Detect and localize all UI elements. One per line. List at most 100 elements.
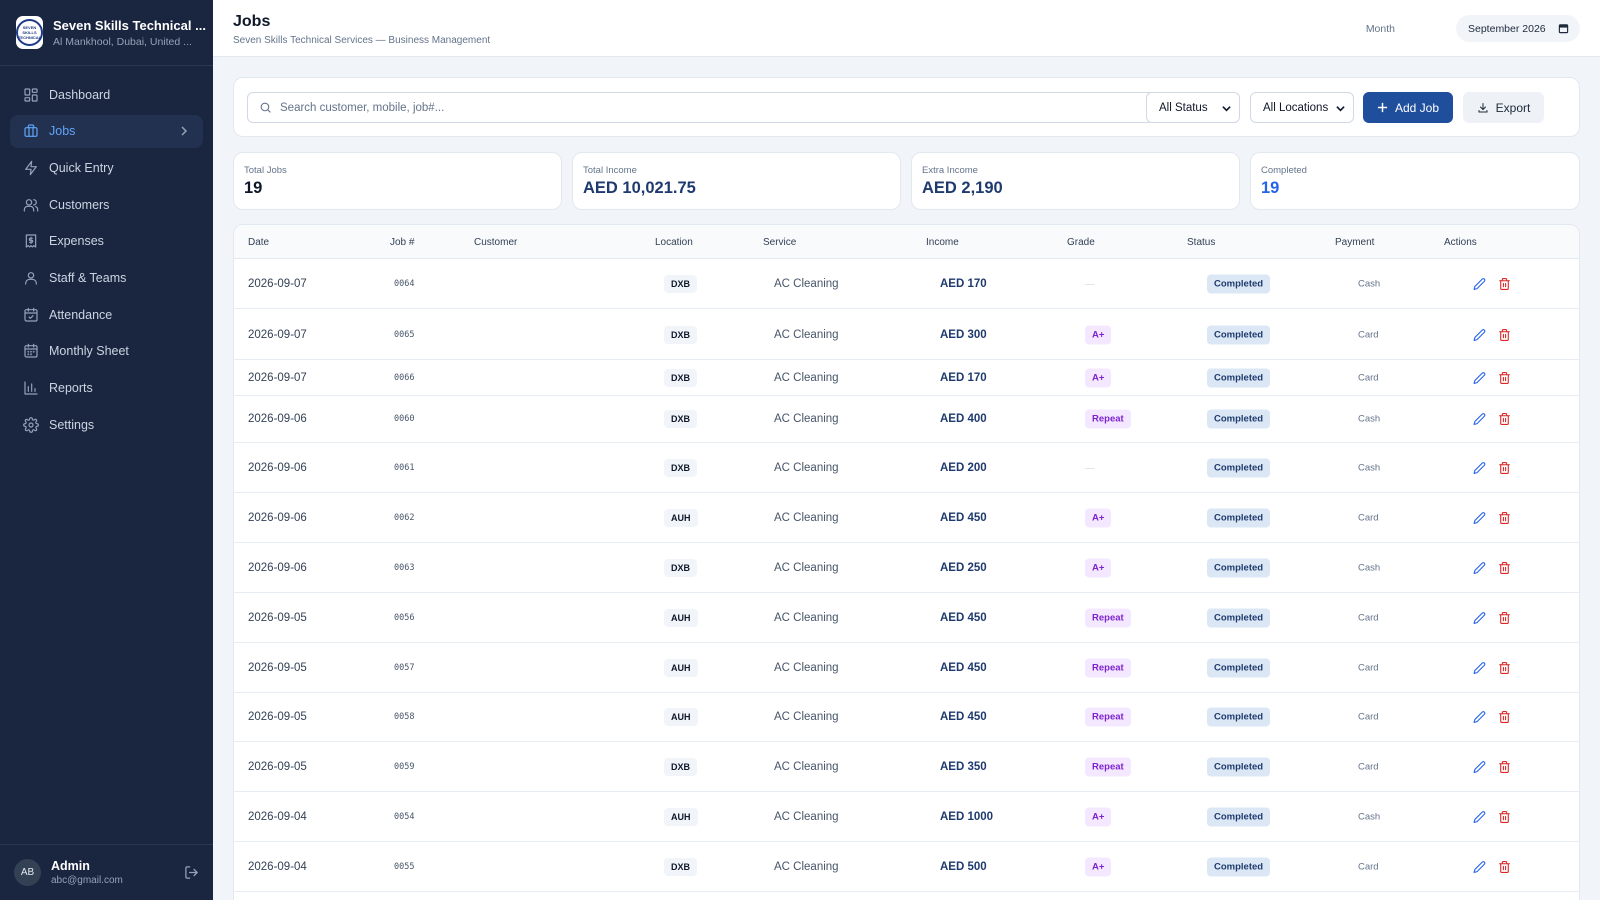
edit-icon[interactable] — [1473, 328, 1486, 341]
delete-icon[interactable] — [1498, 860, 1511, 873]
sidebar-item-settings[interactable]: Settings — [10, 408, 203, 441]
cell-job-number[interactable]: 0060 — [394, 414, 415, 424]
sidebar-item-reports[interactable]: Reports — [10, 372, 203, 405]
sidebar-item-label: Dashboard — [49, 87, 111, 102]
table-row[interactable]: 2026-09-06 0061 DXB AC Cleaning AED 200 — Comp… — [234, 443, 1579, 493]
delete-icon[interactable] — [1498, 810, 1511, 823]
delete-icon[interactable] — [1498, 661, 1511, 674]
edit-icon[interactable] — [1473, 710, 1486, 723]
column-header-actions: Actions — [1444, 237, 1477, 248]
cell-income: AED 450 — [940, 611, 987, 624]
user-email: abc@gmail.com — [51, 875, 123, 886]
cell-service: AC Cleaning — [774, 461, 839, 474]
cell-income: AED 400 — [940, 413, 987, 425]
delete-icon[interactable] — [1498, 461, 1511, 474]
location-filter-select[interactable]: All Locations — [1250, 92, 1354, 123]
edit-icon[interactable] — [1473, 611, 1486, 624]
edit-icon[interactable] — [1473, 810, 1486, 823]
edit-icon[interactable] — [1473, 561, 1486, 574]
column-header-service: Service — [763, 237, 797, 248]
delete-icon[interactable] — [1498, 371, 1511, 384]
delete-icon[interactable] — [1498, 760, 1511, 773]
sidebar-item-customers[interactable]: Customers — [10, 188, 203, 221]
location-badge: DXB — [664, 558, 698, 577]
cell-job-number[interactable]: 0056 — [394, 612, 415, 623]
status-badge: Completed — [1207, 274, 1271, 293]
sidebar-item-quick-entry[interactable]: Quick Entry — [10, 151, 203, 184]
cell-payment: Card — [1358, 372, 1379, 383]
cell-job-number[interactable]: 0065 — [394, 329, 415, 340]
grade-badge: A+ — [1085, 807, 1112, 826]
jobs-table: Date Job # Customer Location Service Income Gr… — [233, 224, 1580, 900]
location-badge: AUH — [664, 807, 698, 826]
cell-job-number[interactable]: 0063 — [394, 562, 415, 573]
table-row[interactable]: 2026-09-05 0057 AUH AC Cleaning AED 450 Repea… — [234, 643, 1579, 693]
cell-payment: Card — [1358, 711, 1379, 722]
cell-job-number[interactable]: 0058 — [394, 711, 415, 722]
cell-job-number[interactable]: 0057 — [394, 662, 415, 673]
cell-job-number[interactable]: 0054 — [394, 811, 415, 822]
edit-icon[interactable] — [1473, 511, 1486, 524]
cell-job-number[interactable]: 0061 — [394, 462, 415, 473]
table-row[interactable]: 2026-09-07 0066 DXB AC Cleaning AED 170 A+ Com… — [234, 360, 1579, 396]
edit-icon[interactable] — [1473, 371, 1486, 384]
cell-payment: Cash — [1358, 413, 1381, 425]
table-row[interactable]: 2026-09-05 0059 DXB AC Cleaning AED 350 Repea… — [234, 742, 1579, 792]
sidebar-item-expenses[interactable]: Expenses — [10, 225, 203, 258]
delete-icon[interactable] — [1498, 511, 1511, 524]
sidebar-item-jobs[interactable]: Jobs — [10, 114, 203, 148]
status-badge: Completed — [1207, 608, 1271, 627]
table-row[interactable]: 2026-09-05 0056 AUH AC Cleaning AED 450 Repea… — [234, 593, 1579, 643]
staff-icon — [25, 272, 37, 285]
cell-job-number[interactable]: 0059 — [394, 761, 415, 772]
table-row[interactable]: 2026-09-05 0058 AUH AC Cleaning AED 450 Repea… — [234, 692, 1579, 742]
edit-icon[interactable] — [1473, 760, 1486, 773]
cell-service: AC Cleaning — [774, 277, 839, 290]
export-button[interactable]: Export — [1463, 92, 1544, 123]
cell-job-number[interactable]: 0062 — [394, 512, 415, 523]
edit-icon[interactable] — [1473, 661, 1486, 674]
column-header-customer: Customer — [474, 237, 518, 248]
delete-icon[interactable] — [1498, 611, 1511, 624]
grade-badge: Repeat — [1085, 658, 1131, 677]
table-row[interactable]: 2026-09-04 0054 AUH AC Cleaning AED 1000 A+ Co… — [234, 792, 1579, 842]
cell-income: AED 450 — [940, 661, 987, 674]
delete-icon[interactable] — [1498, 277, 1511, 290]
cell-job-number[interactable]: 0066 — [394, 372, 415, 383]
month-picker[interactable]: September 2026 — [1456, 15, 1580, 42]
grade-badge: A+ — [1085, 558, 1112, 577]
calendar-check-icon — [24, 307, 38, 322]
table-row[interactable]: 2026-09-07 0065 DXB AC Cleaning AED 300 A+ Com… — [234, 310, 1579, 360]
search-box[interactable] — [247, 92, 1154, 123]
edit-icon[interactable] — [1473, 413, 1486, 426]
table-row[interactable]: 2026-09-06 0062 AUH AC Cleaning AED 450 A+ Com… — [234, 493, 1579, 543]
edit-icon[interactable] — [1473, 461, 1486, 474]
delete-icon[interactable] — [1498, 328, 1511, 341]
sidebar-item-staff-teams[interactable]: Staff & Teams — [10, 261, 203, 294]
cell-service: AC Cleaning — [774, 810, 839, 823]
delete-icon[interactable] — [1498, 710, 1511, 723]
table-row[interactable]: 2026-09-04 0055 DXB AC Cleaning AED 500 A+ Com… — [234, 842, 1579, 892]
table-row[interactable]: 2026-09-06 0063 DXB AC Cleaning AED 250 A+ Com… — [234, 543, 1579, 593]
status-filter-select[interactable]: All Status — [1146, 92, 1240, 123]
cell-job-number[interactable]: 0055 — [394, 861, 415, 872]
location-badge: DXB — [664, 410, 698, 428]
cell-income: AED 250 — [940, 561, 987, 574]
cell-job-number[interactable]: 0064 — [394, 278, 415, 289]
cell-date: 2026-09-05 — [248, 760, 307, 773]
edit-icon[interactable] — [1473, 277, 1486, 290]
location-badge: AUH — [664, 707, 698, 726]
add-job-button[interactable]: Add Job — [1363, 92, 1453, 123]
cell-income: AED 1000 — [940, 810, 994, 823]
sidebar-item-dashboard[interactable]: Dashboard — [10, 78, 203, 111]
status-badge: Completed — [1207, 409, 1271, 429]
sidebar-item-monthly-sheet[interactable]: Monthly Sheet — [10, 335, 203, 368]
table-row[interactable]: 2026-09-07 0064 DXB AC Cleaning AED 170 — Comp… — [234, 259, 1579, 309]
delete-icon[interactable] — [1498, 561, 1511, 574]
delete-icon[interactable] — [1498, 413, 1511, 426]
table-row[interactable]: 2026-09-06 0060 DXB AC Cleaning AED 400 Repea… — [234, 396, 1579, 443]
logout-icon[interactable] — [184, 865, 199, 880]
search-input[interactable] — [280, 101, 1130, 114]
sidebar-item-attendance[interactable]: Attendance — [10, 298, 203, 331]
edit-icon[interactable] — [1473, 860, 1486, 873]
